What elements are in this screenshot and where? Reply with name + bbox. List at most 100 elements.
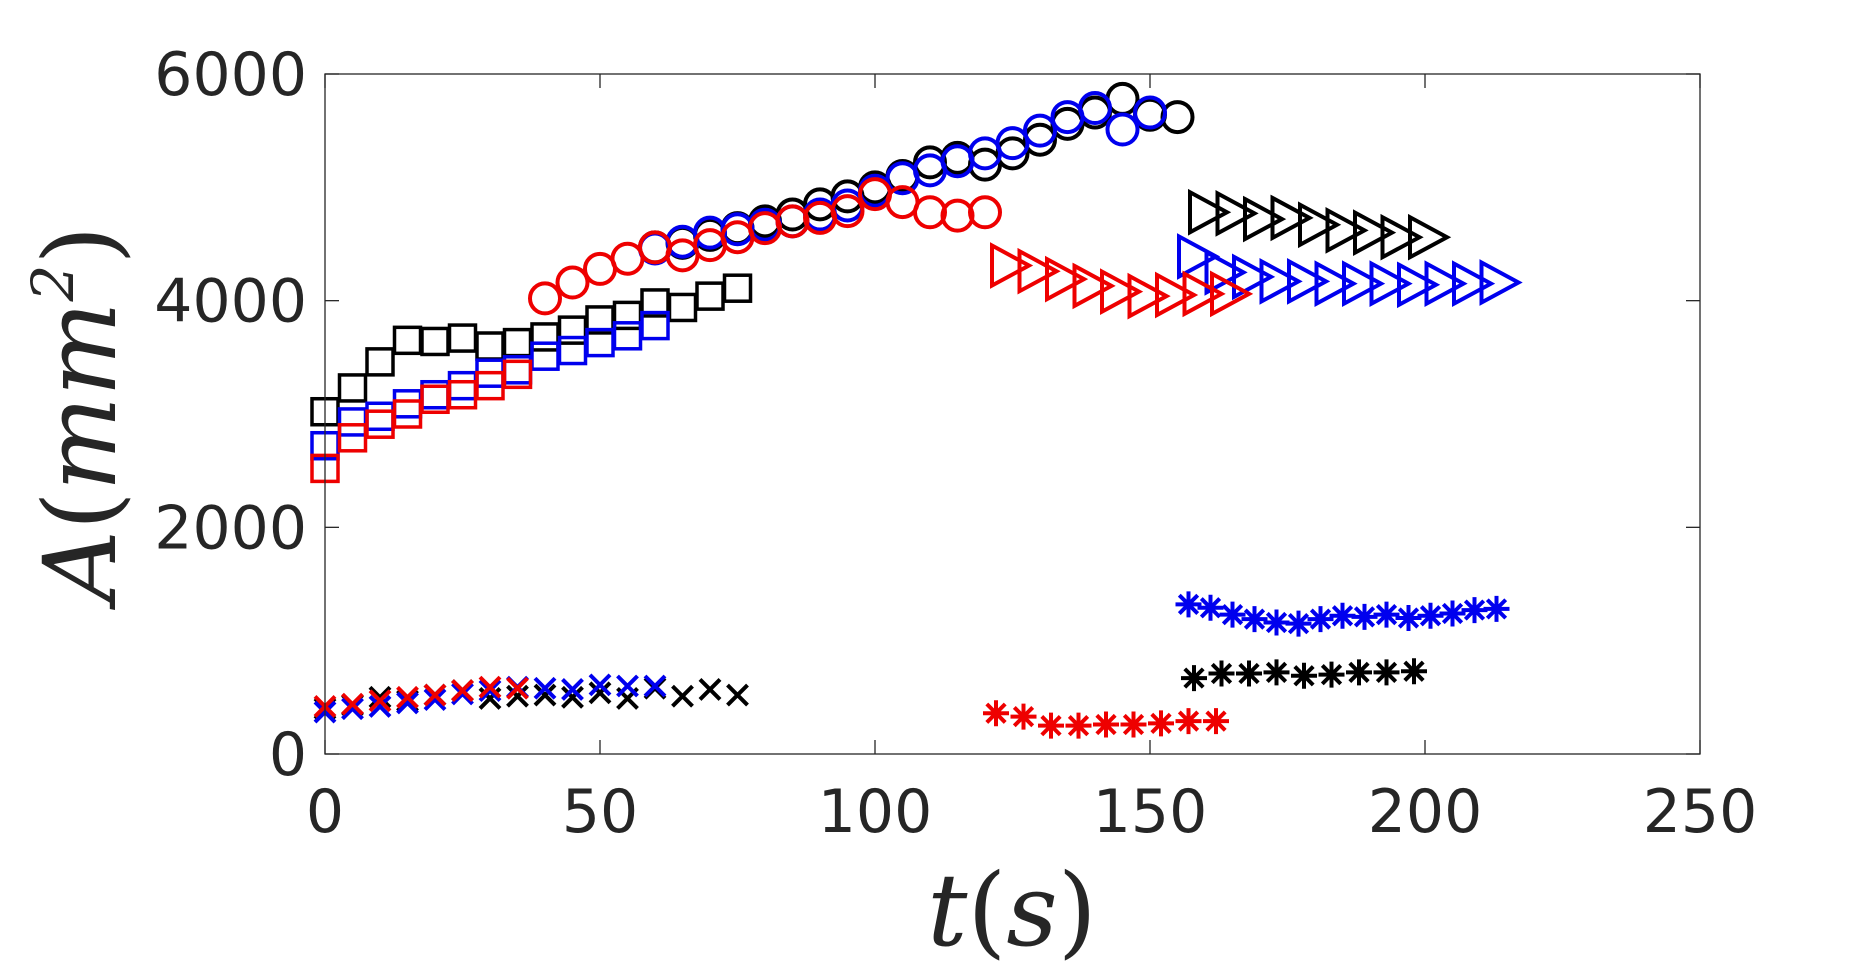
y-tick-label: 0 (269, 720, 307, 790)
series-black-star (1181, 658, 1427, 692)
series-blue-triangle (1177, 233, 1523, 309)
point-red-star (1093, 711, 1119, 738)
x-tick-label: 250 (1643, 777, 1758, 847)
point-red-x (341, 692, 364, 716)
point-blue-triangle (1287, 258, 1331, 305)
point-blue-x (423, 688, 447, 712)
point-red-x (451, 679, 474, 702)
point-red-x (478, 675, 502, 699)
point-black-x (588, 681, 612, 705)
x-tick-label: 100 (818, 777, 933, 847)
series-red-circle (528, 177, 1002, 316)
point-black-triangle (1243, 195, 1287, 243)
point-red-circle (968, 195, 1002, 230)
point-black-triangle (1325, 207, 1369, 254)
point-black-x (726, 683, 749, 707)
point-black-star (1263, 659, 1290, 686)
x-tick-label: 0 (306, 777, 344, 847)
data-marks (310, 81, 1523, 739)
point-red-star (1010, 703, 1037, 730)
point-red-circle (528, 281, 562, 316)
point-black-star (1181, 665, 1207, 692)
point-blue-x (396, 691, 419, 715)
point-blue-triangle (1314, 260, 1358, 308)
point-red-star (1203, 708, 1229, 735)
point-black-triangle (1380, 213, 1424, 261)
point-red-triangle (1210, 270, 1254, 318)
point-red-triangle (1045, 255, 1089, 303)
y-axis-label: A(mm2) (19, 226, 139, 611)
point-red-triangle (1017, 247, 1061, 295)
point-blue-star (1395, 605, 1422, 631)
point-red-x (423, 683, 447, 707)
point-blue-circle (1105, 112, 1140, 147)
point-black-triangle (1298, 201, 1342, 249)
point-blue-x (561, 677, 584, 701)
point-blue-triangle (1369, 260, 1413, 308)
point-blue-star (1307, 606, 1334, 633)
x-tick-label: 50 (562, 777, 638, 847)
point-black-x (533, 683, 557, 707)
point-red-x (368, 689, 392, 713)
point-red-circle (940, 198, 975, 233)
point-red-circle (830, 194, 865, 229)
point-black-x (698, 677, 722, 701)
point-black-x (368, 685, 392, 709)
point-blue-triangle (1177, 233, 1221, 280)
point-blue-triangle (1397, 261, 1441, 309)
x-tick-label: 200 (1368, 777, 1483, 847)
x-axis-label: t(s) (927, 852, 1097, 969)
point-black-star (1401, 658, 1427, 685)
point-black-triangle (1270, 194, 1314, 242)
point-red-star (1038, 712, 1064, 739)
point-blue-x (341, 697, 364, 721)
point-blue-star (1483, 595, 1510, 622)
point-blue-triangle (1342, 260, 1386, 308)
point-red-triangle (1155, 271, 1199, 319)
series-red-square (310, 359, 533, 484)
point-black-triangle (1188, 188, 1232, 236)
series-blue-x (313, 673, 667, 724)
point-blue-triangle (1452, 260, 1496, 308)
point-red-triangle (990, 242, 1034, 289)
point-red-x (396, 685, 419, 709)
point-black-star (1346, 659, 1372, 686)
point-blue-x (616, 674, 639, 698)
point-black-circle (1023, 122, 1057, 157)
point-black-x (506, 684, 529, 708)
point-blue-triangle (1424, 260, 1468, 308)
point-blue-circle (1133, 95, 1167, 130)
y-tick-label: 2000 (154, 493, 307, 563)
y-tick-label: 6000 (154, 40, 307, 110)
point-black-x (561, 685, 584, 709)
point-black-triangle (1215, 190, 1259, 237)
point-red-star (1120, 711, 1147, 738)
point-red-star (1148, 710, 1174, 737)
point-blue-star (1329, 602, 1356, 629)
point-red-triangle (1182, 270, 1226, 318)
point-blue-square (640, 310, 670, 341)
series-red-triangle (990, 242, 1254, 320)
point-red-triangle (1100, 268, 1144, 315)
point-black-triangle (1408, 213, 1452, 261)
point-black-triangle (1353, 209, 1397, 257)
series-blue-star (1175, 591, 1510, 637)
point-blue-star (1373, 601, 1400, 628)
point-red-square (502, 359, 533, 390)
series-red-star (983, 700, 1229, 739)
point-blue-triangle (1259, 258, 1303, 305)
point-blue-circle (1023, 113, 1057, 148)
point-black-square (722, 273, 753, 303)
axis-ticks (324, 73, 1701, 755)
point-red-circle (555, 265, 590, 300)
point-blue-x (588, 673, 612, 697)
series-black-triangle (1188, 188, 1452, 261)
x-tick-labels: 0 50 100 150 200 250 (306, 777, 1757, 847)
point-red-circle (775, 204, 810, 239)
point-blue-x (478, 679, 502, 702)
point-blue-x (533, 676, 557, 700)
point-blue-x (368, 694, 392, 718)
y-tick-labels: 0 2000 4000 6000 (154, 40, 307, 790)
